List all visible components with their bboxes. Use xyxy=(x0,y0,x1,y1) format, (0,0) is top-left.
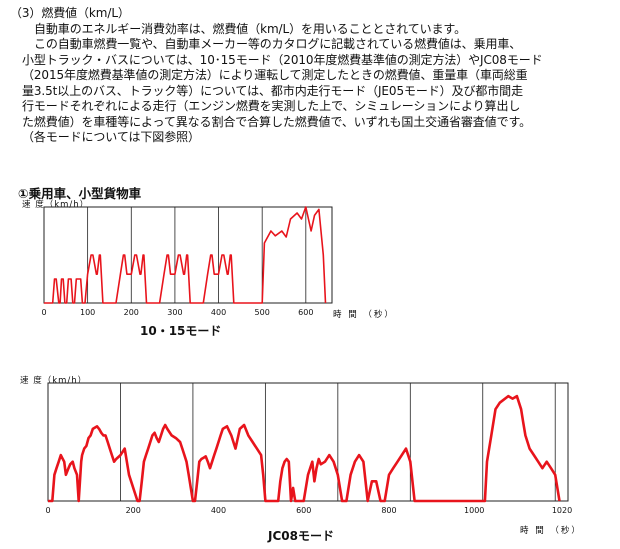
text-line: この自動車燃費一覧や、自動車メーカー等のカタログに記載されている燃費値は、乗用車… xyxy=(34,37,522,51)
text-line: た燃費値）を車種等によって異なる割合で合算した燃費値で、いずれも国土交通省審査値… xyxy=(22,114,532,129)
plot-frame xyxy=(47,382,569,502)
x-tick-label: 0 xyxy=(45,506,51,515)
x-tick-label: 1000 xyxy=(464,506,485,515)
section-heading: （3）燃費値（km/L） xyxy=(10,6,130,20)
text-line: （2015年度燃費基準値の測定方法）により運転して測定したときの燃費値、重量車（… xyxy=(22,68,528,82)
x-tick-label: 100 xyxy=(79,308,96,317)
x-tick-label: 300 xyxy=(167,308,183,317)
explanation-paragraph: （3）燃費値（km/L） 自動車のエネルギー消費効率は、燃費値（km/L）を用い… xyxy=(10,6,615,146)
subheading: ①乗用車、小型貨物車 xyxy=(18,186,142,201)
x-tick-label: 400 xyxy=(210,308,227,317)
x-tick-label: 800 xyxy=(381,506,397,515)
chart2-xlabel: 時 間 （秒） xyxy=(520,526,582,536)
chart1-title: 10・15モード xyxy=(140,324,222,338)
x-tick-label: 600 xyxy=(296,506,312,515)
x-tick-label: 0 xyxy=(41,308,47,317)
x-tick-label: 200 xyxy=(125,506,141,515)
series-line-0 xyxy=(48,394,561,503)
plot-frame xyxy=(43,206,333,304)
x-tick-label: 1020 xyxy=(551,506,573,515)
chart2-ylabel: 速 度（km/h） xyxy=(20,376,88,386)
series-line-0 xyxy=(44,206,327,304)
text-line: 小型トラック・バスについては、10･15モード（2010年度燃費基準値の測定方法… xyxy=(22,52,543,67)
x-tick-label: 500 xyxy=(254,308,270,317)
chart1-xlabel: 時 間 （秒） xyxy=(333,310,395,320)
chart2-title: JC08モード xyxy=(268,529,334,543)
text-line: 行モードそれぞれによる走行（エンジン燃費を実測した上で、シミュレーションにより算… xyxy=(22,99,521,113)
text-line: 自動車のエネルギー消費効率は、燃費値（km/L）を用いることとされています。 xyxy=(34,21,467,36)
chart1-ylabel: 速 度（km/h） xyxy=(22,200,90,210)
note-line: （各モードについては下図参照） xyxy=(22,130,200,144)
text-line: 量3.5t以上のバス、トラック等）については、都市内走行モード（JE05モード）… xyxy=(22,83,523,98)
x-tick-label: 200 xyxy=(123,308,139,317)
x-tick-label: 600 xyxy=(298,308,314,317)
x-tick-label: 400 xyxy=(210,506,227,515)
